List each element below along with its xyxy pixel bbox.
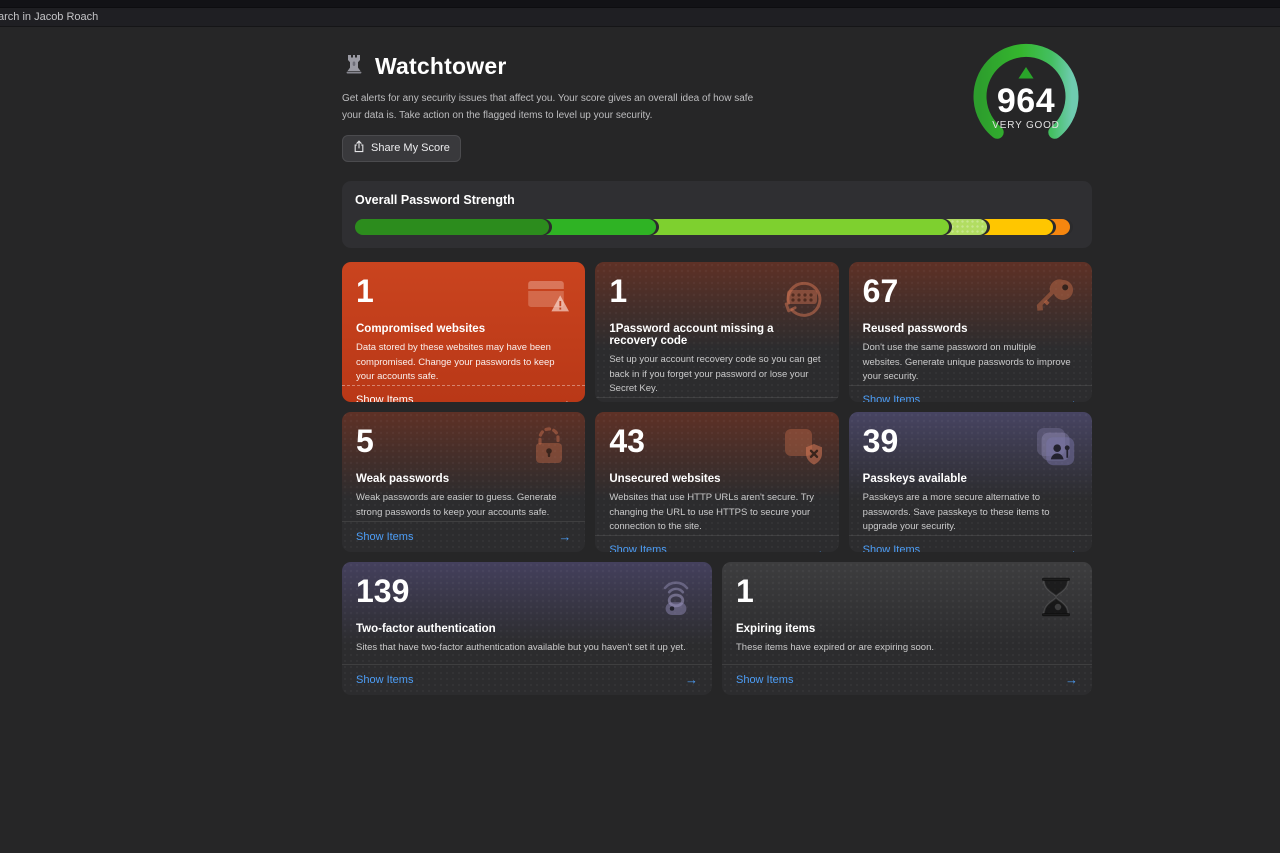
window-titlebar bbox=[0, 0, 1280, 8]
card-description: Passkeys are a more secure alternative t… bbox=[862, 491, 1050, 533]
passkey-stack-icon bbox=[1032, 423, 1080, 471]
card-count: 1 bbox=[609, 273, 628, 309]
show-items-label: Show Items bbox=[609, 544, 667, 552]
show-items-button[interactable]: Show Items → bbox=[342, 521, 586, 552]
card-title: Expiring items bbox=[735, 622, 816, 635]
weak-lock-icon bbox=[525, 423, 573, 471]
search-input-text[interactable]: arch in Jacob Roach bbox=[0, 11, 99, 23]
card-count: 139 bbox=[356, 573, 410, 609]
strength-segment-5 bbox=[977, 219, 1054, 235]
card-title: Passkeys available bbox=[862, 472, 967, 485]
card-compromised-websites: 1 Compromised websites Data stored by th… bbox=[342, 262, 586, 402]
show-items-button[interactable]: Show Items → bbox=[342, 384, 586, 402]
show-items-button[interactable]: Show Items → bbox=[848, 384, 1092, 402]
card-description: Set up your account recovery code so you… bbox=[609, 353, 821, 395]
show-items-label: Show Items bbox=[862, 544, 921, 552]
card-description: Data stored by these websites may have b… bbox=[356, 341, 555, 383]
card-two-factor-authentication: 139 Two-factor authentication Sites that… bbox=[342, 562, 712, 695]
show-items-button[interactable]: Show Items → bbox=[848, 534, 1092, 552]
key-icon bbox=[1032, 273, 1080, 321]
arrow-right-icon: → bbox=[1064, 392, 1078, 402]
strength-segment-2 bbox=[540, 219, 656, 235]
card-description: Websites that use HTTP URLs aren't secur… bbox=[609, 491, 815, 533]
card-unsecured-websites: 43 Unsecured websites Websites that use … bbox=[595, 412, 839, 552]
card-title: Unsecured websites bbox=[609, 472, 721, 485]
card-passkeys-available: 39 Passkeys available Passkeys are a mor… bbox=[848, 412, 1092, 552]
password-strength-bar bbox=[355, 219, 1079, 235]
show-items-button[interactable]: Show Items → bbox=[342, 664, 712, 695]
card-title: Two-factor authentication bbox=[356, 622, 496, 635]
show-items-label: Show Items bbox=[735, 673, 794, 686]
arrow-right-icon: → bbox=[684, 672, 698, 687]
strength-segment-4 bbox=[939, 219, 987, 235]
gauge-arc bbox=[973, 44, 1079, 139]
search-bar[interactable]: arch in Jacob Roach bbox=[0, 8, 1280, 27]
arrow-right-icon: → bbox=[1064, 542, 1078, 552]
share-button-label: Share My Score bbox=[371, 142, 450, 154]
set-up-button[interactable]: Set up → bbox=[595, 396, 839, 402]
card-missing-recovery-code: 1 1Password account missing a recovery c… bbox=[595, 262, 839, 402]
page-title: Watchtower bbox=[375, 53, 507, 79]
card-reused-passwords: 67 Reused passwords Don't use the same p… bbox=[848, 262, 1092, 402]
hourglass-icon bbox=[1032, 573, 1080, 621]
card-count: 1 bbox=[356, 273, 374, 309]
show-items-label: Show Items bbox=[862, 394, 921, 402]
security-score-gauge: 964 VERY GOOD bbox=[960, 36, 1092, 152]
watchtower-cards-grid: 1 Compromised websites Data stored by th… bbox=[342, 262, 1092, 695]
arrow-right-icon: → bbox=[1064, 672, 1078, 687]
strength-segment-1 bbox=[355, 219, 550, 235]
watchtower-page: Watchtower Get alerts for any security i… bbox=[342, 40, 1092, 695]
card-count: 1 bbox=[735, 573, 754, 609]
show-items-button[interactable]: Show Items → bbox=[721, 664, 1092, 695]
gauge-marker-icon bbox=[1018, 67, 1034, 79]
card-description: Sites that have two-factor authenticatio… bbox=[356, 641, 686, 653]
shield-unsecured-icon bbox=[779, 423, 827, 471]
card-count: 5 bbox=[356, 423, 374, 459]
card-description: Don't use the same password on multiple … bbox=[862, 341, 1071, 383]
show-items-label: Show Items bbox=[356, 673, 414, 686]
card-count: 67 bbox=[862, 273, 899, 309]
card-title: Weak passwords bbox=[356, 472, 450, 485]
card-title: Reused passwords bbox=[862, 322, 968, 335]
2fa-lock-icon bbox=[652, 573, 700, 621]
show-items-button[interactable]: Show Items → bbox=[595, 534, 839, 552]
card-count: 39 bbox=[862, 423, 899, 459]
card-weak-passwords: 5 Weak passwords Weak passwords are easi… bbox=[342, 412, 586, 552]
card-expiring-items: 1 Expiring items These items have expire… bbox=[721, 562, 1092, 695]
watchtower-header: Watchtower Get alerts for any security i… bbox=[342, 40, 1092, 162]
password-strength-panel: Overall Password Strength bbox=[342, 181, 1092, 248]
show-items-label: Show Items bbox=[356, 394, 414, 402]
arrow-right-icon: → bbox=[558, 392, 572, 402]
arrow-right-icon: → bbox=[558, 529, 572, 544]
security-score-rating: VERY GOOD bbox=[992, 120, 1060, 131]
card-title: Compromised websites bbox=[356, 322, 486, 335]
security-score-value: 964 bbox=[996, 82, 1056, 120]
page-description: Get alerts for any security issues that … bbox=[342, 93, 754, 121]
share-icon bbox=[353, 140, 365, 156]
arrow-right-icon: → bbox=[811, 542, 825, 552]
strength-segment-3 bbox=[646, 219, 949, 235]
recovery-code-icon bbox=[779, 273, 827, 321]
card-description: Weak passwords are easier to guess. Gene… bbox=[356, 491, 557, 518]
show-items-label: Show Items bbox=[356, 530, 414, 543]
browser-warning-icon bbox=[525, 273, 573, 321]
card-title: 1Password account missing a recovery cod… bbox=[609, 322, 774, 347]
card-count: 43 bbox=[609, 423, 645, 459]
password-strength-title: Overall Password Strength bbox=[355, 193, 515, 207]
share-my-score-button[interactable]: Share My Score bbox=[342, 135, 461, 162]
watchtower-rook-icon bbox=[342, 52, 366, 81]
card-description: These items have expired or are expiring… bbox=[735, 641, 935, 653]
